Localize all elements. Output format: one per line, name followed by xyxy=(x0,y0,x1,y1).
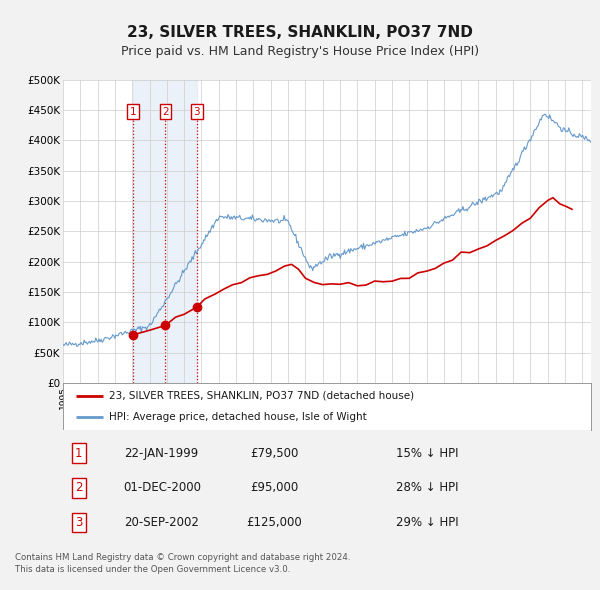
Text: 29% ↓ HPI: 29% ↓ HPI xyxy=(395,516,458,529)
Text: 1: 1 xyxy=(130,107,137,116)
Text: 22-JAN-1999: 22-JAN-1999 xyxy=(124,447,198,460)
Text: 23, SILVER TREES, SHANKLIN, PO37 7ND (detached house): 23, SILVER TREES, SHANKLIN, PO37 7ND (de… xyxy=(109,391,415,401)
Text: 20-SEP-2002: 20-SEP-2002 xyxy=(124,516,199,529)
Text: 2: 2 xyxy=(162,107,169,116)
Text: 1: 1 xyxy=(75,447,83,460)
Text: £79,500: £79,500 xyxy=(250,447,298,460)
Text: 01-DEC-2000: 01-DEC-2000 xyxy=(124,481,202,494)
Text: Price paid vs. HM Land Registry's House Price Index (HPI): Price paid vs. HM Land Registry's House … xyxy=(121,45,479,58)
Text: 28% ↓ HPI: 28% ↓ HPI xyxy=(395,481,458,494)
Text: 2: 2 xyxy=(75,481,83,494)
Text: 23, SILVER TREES, SHANKLIN, PO37 7ND: 23, SILVER TREES, SHANKLIN, PO37 7ND xyxy=(127,25,473,40)
Text: 3: 3 xyxy=(193,107,200,116)
Text: HPI: Average price, detached house, Isle of Wight: HPI: Average price, detached house, Isle… xyxy=(109,412,367,422)
Text: £125,000: £125,000 xyxy=(247,516,302,529)
Text: 15% ↓ HPI: 15% ↓ HPI xyxy=(395,447,458,460)
Text: £95,000: £95,000 xyxy=(250,481,298,494)
Bar xyxy=(133,80,197,383)
Text: 3: 3 xyxy=(75,516,83,529)
Text: Contains HM Land Registry data © Crown copyright and database right 2024.
This d: Contains HM Land Registry data © Crown c… xyxy=(15,553,350,574)
